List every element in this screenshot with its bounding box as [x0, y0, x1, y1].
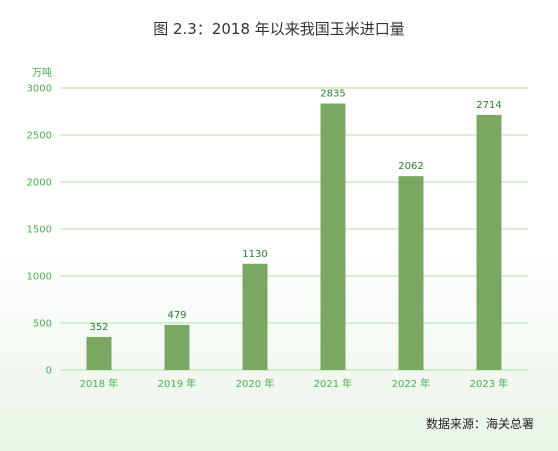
bar [164, 324, 190, 370]
x-tick-label: 2021 年 [314, 377, 353, 390]
x-axis-ticks: 2018 年 2019 年 2020 年 2021 年 2022 年 2023 年 [80, 377, 509, 390]
bar [476, 114, 502, 370]
y-tick-label: 500 [33, 319, 52, 330]
data-label: 479 [167, 310, 186, 321]
bar [398, 176, 424, 370]
x-tick-label: 2020 年 [236, 377, 275, 390]
data-label: 1130 [242, 249, 267, 260]
data-label: 2835 [320, 89, 345, 100]
data-label: 352 [89, 322, 108, 333]
data-label: 2062 [398, 161, 423, 172]
x-tick-label: 2018 年 [80, 377, 119, 390]
bar [86, 336, 112, 370]
y-tick-label: 2000 [27, 178, 52, 189]
y-tick-label: 0 [46, 366, 52, 377]
data-label: 2714 [476, 100, 501, 111]
bar [242, 263, 268, 370]
data-source: 数据来源：海关总署 [426, 416, 534, 431]
y-tick-label: 1000 [27, 272, 52, 283]
bar [320, 103, 346, 370]
x-tick-label: 2019 年 [158, 377, 197, 390]
x-tick-label: 2023 年 [470, 377, 509, 390]
y-axis-unit-label: 万吨 [32, 66, 52, 79]
y-tick-label: 2500 [27, 131, 52, 142]
y-tick-label: 1500 [27, 225, 52, 236]
y-axis-ticks: 0 500 1000 1500 2000 2500 3000 [27, 84, 52, 377]
data-labels: 352 479 1130 2835 2062 2714 [89, 89, 501, 333]
bars [86, 103, 502, 370]
gridlines [60, 87, 528, 371]
chart-title: 图 2.3：2018 年以来我国玉米进口量 [153, 20, 405, 38]
y-tick-label: 3000 [27, 84, 52, 95]
x-tick-label: 2022 年 [392, 377, 431, 390]
